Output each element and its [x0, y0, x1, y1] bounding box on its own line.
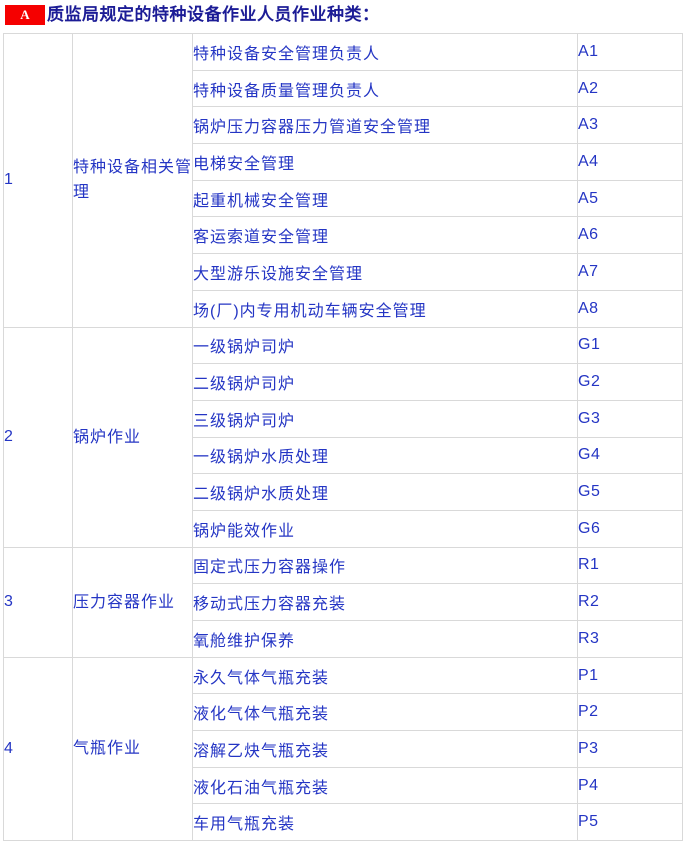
- job-name: 一级锅炉水质处理: [192, 436, 578, 475]
- job-code: G5: [577, 473, 683, 511]
- table-row: 液化气体气瓶充装 P2: [4, 693, 683, 732]
- job-name: 场(厂)内专用机动车辆安全管理: [192, 289, 578, 328]
- job-name: 特种设备安全管理负责人: [192, 33, 578, 71]
- job-code: P3: [577, 730, 683, 768]
- job-code: G4: [577, 436, 683, 475]
- job-name: 永久气体气瓶充装: [192, 656, 578, 695]
- job-code: R3: [577, 620, 683, 658]
- job-code: A5: [577, 179, 683, 218]
- table-row: 1 特种设备相关管理 特种设备安全管理负责人 A1: [3, 33, 683, 328]
- table-row: 二级锅炉司炉 G2: [4, 363, 683, 401]
- job-name: 特种设备质量管理负责人: [192, 69, 578, 108]
- job-code: A7: [577, 253, 683, 291]
- table-row: 二级锅炉水质处理 G5: [4, 473, 683, 511]
- job-name: 电梯安全管理: [192, 143, 578, 181]
- group-category: 锅炉作业: [72, 326, 193, 548]
- table-row: 特种设备质量管理负责人 A2: [4, 69, 683, 108]
- job-code: A2: [577, 69, 683, 108]
- group-category: 气瓶作业: [72, 656, 193, 842]
- job-name: 溶解乙炔气瓶充装: [192, 730, 578, 768]
- job-code: R2: [577, 583, 683, 621]
- job-name: 客运索道安全管理: [192, 216, 578, 255]
- group-number: 2: [3, 326, 73, 548]
- table-row: 锅炉能效作业 G6: [4, 509, 683, 548]
- job-name: 二级锅炉水质处理: [192, 473, 578, 511]
- job-code: P5: [577, 803, 683, 842]
- table-row: 客运索道安全管理 A6: [4, 216, 683, 255]
- job-name: 锅炉压力容器压力管道安全管理: [192, 106, 578, 145]
- job-categories-table: 1 特种设备相关管理 特种设备安全管理负责人 A1 特种设备质量管理负责人 A2 锅炉压力容…: [3, 33, 683, 842]
- section-badge: A: [5, 5, 45, 25]
- table-row: 三级锅炉司炉 G3: [4, 399, 683, 438]
- table-row: 4 气瓶作业 永久气体气瓶充装 P1: [3, 656, 683, 842]
- table-row: 液化石油气瓶充装 P4: [4, 766, 683, 805]
- job-name: 锅炉能效作业: [192, 509, 578, 548]
- job-name: 液化气体气瓶充装: [192, 693, 578, 732]
- job-code: A8: [577, 289, 683, 328]
- group-category: 特种设备相关管理: [72, 33, 193, 328]
- group-number: 4: [3, 656, 73, 842]
- job-name: 三级锅炉司炉: [192, 399, 578, 438]
- table-row: 大型游乐设施安全管理 A7: [4, 253, 683, 291]
- job-code: P4: [577, 766, 683, 805]
- job-code: G6: [577, 509, 683, 548]
- table-row: 电梯安全管理 A4: [4, 143, 683, 181]
- table-body: 1 特种设备相关管理 特种设备安全管理负责人 A1 特种设备质量管理负责人 A2 锅炉压力容…: [3, 33, 683, 842]
- table-row: 场(厂)内专用机动车辆安全管理 A8: [4, 289, 683, 328]
- job-name: 二级锅炉司炉: [192, 363, 578, 401]
- job-name: 固定式压力容器操作: [192, 546, 578, 585]
- page-title: 质监局规定的特种设备作业人员作业种类：: [47, 5, 380, 24]
- job-code: A6: [577, 216, 683, 255]
- job-name: 一级锅炉司炉: [192, 326, 578, 365]
- job-name: 移动式压力容器充装: [192, 583, 578, 621]
- table-row: 移动式压力容器充装 R2: [4, 583, 683, 621]
- job-code: P2: [577, 693, 683, 732]
- table-row: 锅炉压力容器压力管道安全管理 A3: [4, 106, 683, 145]
- table-row: 溶解乙炔气瓶充装 P3: [4, 730, 683, 768]
- group-number: 1: [3, 33, 73, 328]
- job-name: 车用气瓶充装: [192, 803, 578, 842]
- job-name: 液化石油气瓶充装: [192, 766, 578, 805]
- table-row: 车用气瓶充装 P5: [4, 803, 683, 842]
- job-code: A3: [577, 106, 683, 145]
- job-code: G3: [577, 399, 683, 438]
- title-bar: A 质监局规定的特种设备作业人员作业种类：: [5, 5, 689, 25]
- job-code: P1: [577, 656, 683, 695]
- job-code: A4: [577, 143, 683, 181]
- group-number: 3: [3, 546, 73, 658]
- group-category: 压力容器作业: [72, 546, 193, 658]
- job-code: G1: [577, 326, 683, 365]
- table-row: 2 锅炉作业 一级锅炉司炉 G1: [3, 326, 683, 548]
- job-name: 大型游乐设施安全管理: [192, 253, 578, 291]
- table-row: 3 压力容器作业 固定式压力容器操作 R1: [3, 546, 683, 658]
- job-name: 氧舱维护保养: [192, 620, 578, 658]
- job-code: A1: [577, 33, 683, 71]
- table-row: 起重机械安全管理 A5: [4, 179, 683, 218]
- job-name: 起重机械安全管理: [192, 179, 578, 218]
- table-row: 氧舱维护保养 R3: [4, 620, 683, 658]
- job-code: R1: [577, 546, 683, 585]
- job-code: G2: [577, 363, 683, 401]
